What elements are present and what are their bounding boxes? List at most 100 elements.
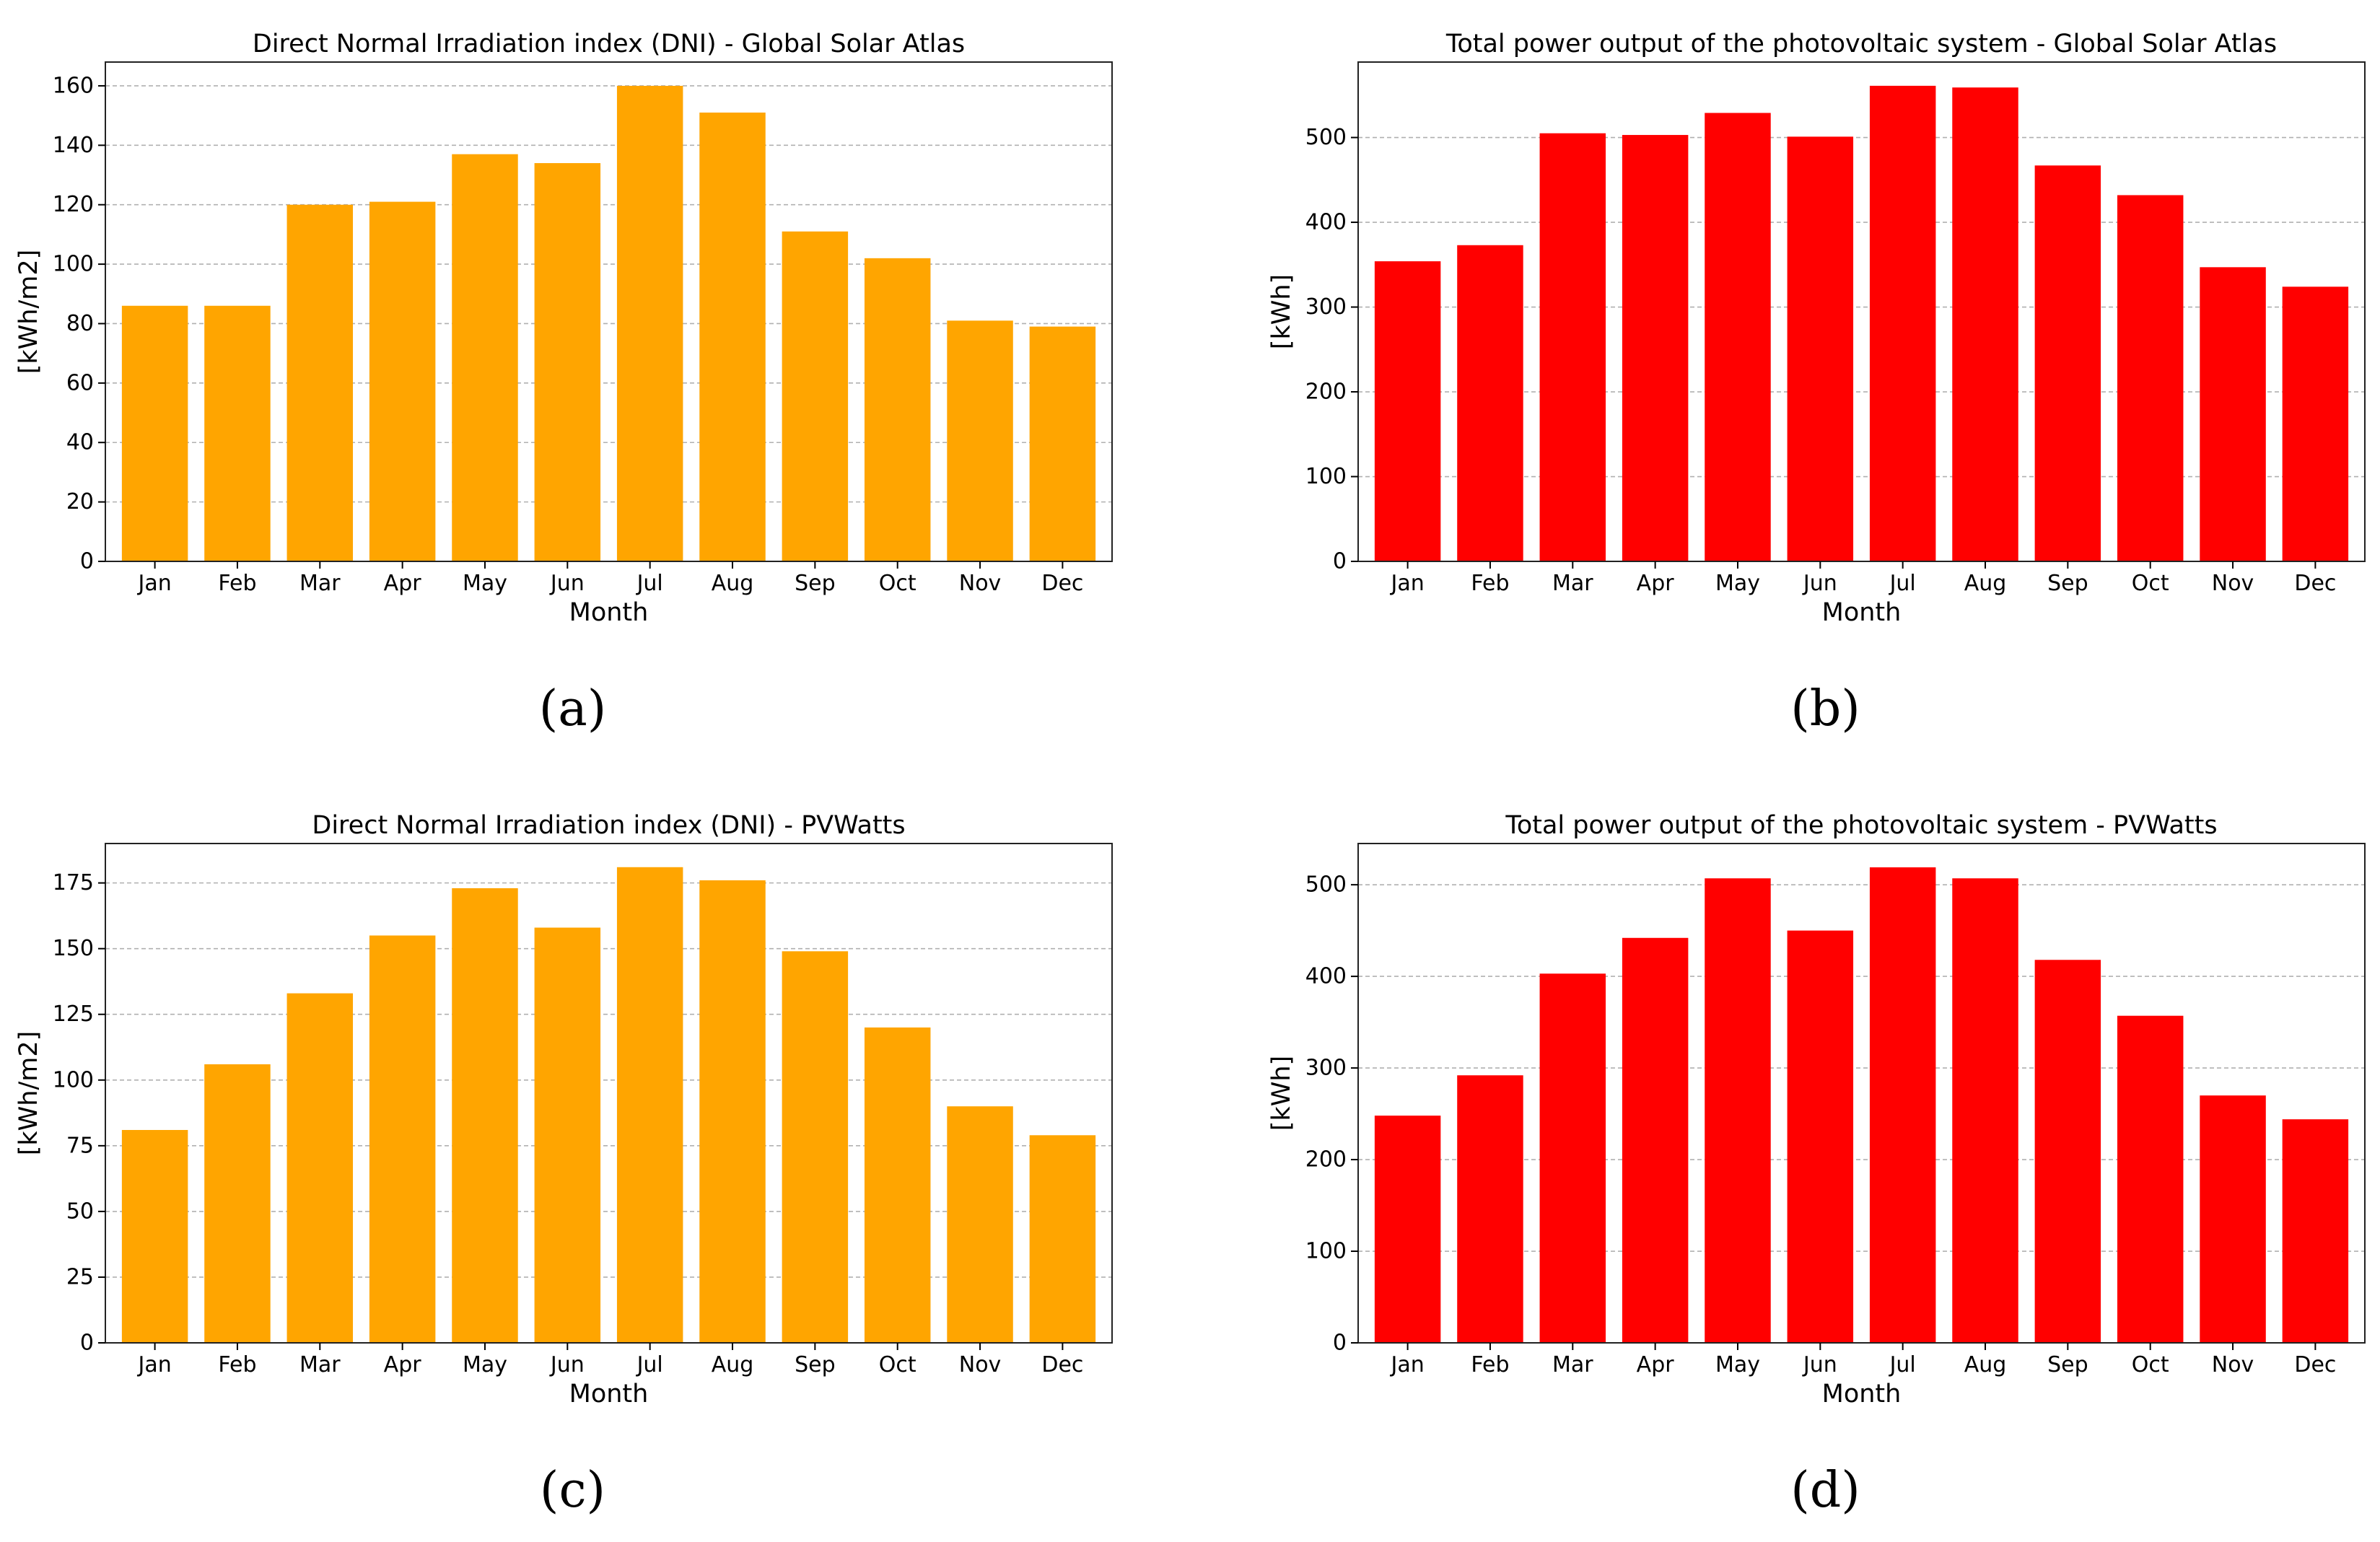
- chart-a-ytick-label: 40: [66, 430, 94, 455]
- chart-a-xtick-label-jun: Jun: [549, 571, 585, 596]
- chart-d-ylabel: [kWh]: [1267, 1056, 1296, 1131]
- chart-d-caption: (d): [1790, 1462, 1860, 1519]
- chart-d-bar-feb: [1457, 1075, 1523, 1343]
- chart-b-bar-jun: [1787, 136, 1854, 561]
- chart-a-bar-mar: [286, 204, 354, 561]
- chart-d-xtick-label-nov: Nov: [2212, 1352, 2254, 1377]
- chart-c-xtick-label-apr: Apr: [384, 1352, 422, 1377]
- chart-b-ylabel: [kWh]: [1267, 274, 1296, 349]
- chart-c-xtick-label-aug: Aug: [712, 1352, 754, 1377]
- chart-a-xtick-label-oct: Oct: [879, 571, 916, 596]
- chart-a-xtick-label-dec: Dec: [1041, 571, 1083, 596]
- chart-b-xtick-label-feb: Feb: [1471, 571, 1509, 596]
- chart-a-plot-frame: [105, 61, 1113, 562]
- chart-a-xtick-label-aug: Aug: [712, 571, 754, 596]
- chart-b-ytick-label: 200: [1305, 380, 1347, 405]
- chart-c-ytick-label: 0: [80, 1331, 94, 1356]
- chart-c-bar-jul: [616, 867, 683, 1343]
- chart-c-bar-dec: [1029, 1135, 1096, 1343]
- chart-a-bar-apr: [369, 201, 436, 561]
- chart-b-xlabel: Month: [1822, 598, 1902, 627]
- chart-c-xtick-label-may: May: [463, 1352, 507, 1377]
- chart-c-xtick-label-nov: Nov: [959, 1352, 1002, 1377]
- chart-b-ytick-label: 500: [1305, 125, 1347, 150]
- chart-b-xtick-label-jun: Jun: [1802, 571, 1837, 596]
- chart-b-plot-frame: [1357, 61, 2366, 562]
- chart-b-xtick-label-nov: Nov: [2212, 571, 2254, 596]
- chart-a-xtick-label-may: May: [463, 571, 507, 596]
- chart-c-ytick-label: 100: [53, 1067, 94, 1092]
- chart-d-ytick-label: 400: [1305, 964, 1347, 989]
- chart-d-xtick-label-sep: Sep: [2047, 1352, 2088, 1377]
- chart-d-xtick-label-aug: Aug: [1964, 1352, 2007, 1377]
- chart-a-ytick-label: 80: [66, 311, 94, 336]
- chart-a: 0 20 40 60 80 100 120 140 160 Jan Feb Mar Apr May Jun J…: [14, 30, 1113, 737]
- chart-b-bar-mar: [1539, 133, 1606, 561]
- chart-b-xtick-label-mar: Mar: [1552, 571, 1593, 596]
- chart-a-caption: (a): [539, 680, 607, 737]
- chart-c-ytick-label: 125: [53, 1002, 94, 1027]
- chart-c-xtick-label-jan: Jan: [136, 1352, 171, 1377]
- chart-b-xtick-label-jan: Jan: [1389, 571, 1424, 596]
- chart-d-ytick-label: 0: [1333, 1331, 1347, 1356]
- chart-c-xtick-label-dec: Dec: [1041, 1352, 1083, 1377]
- chart-c-xtick-label-oct: Oct: [879, 1352, 916, 1377]
- chart-c-xtick-label-mar: Mar: [299, 1352, 341, 1377]
- chart-a-bar-dec: [1029, 326, 1096, 561]
- chart-b-xtick-label-apr: Apr: [1637, 571, 1675, 596]
- chart-a-bar-aug: [699, 113, 766, 561]
- chart-a-bar-sep: [782, 231, 849, 561]
- chart-c-xtick-label-jun: Jun: [549, 1352, 585, 1377]
- chart-d-ytick-label: 500: [1305, 872, 1347, 898]
- chart-d-bar-jun: [1787, 930, 1854, 1343]
- chart-d-bar-jan: [1374, 1116, 1441, 1343]
- chart-b-bar-nov: [2200, 267, 2266, 561]
- chart-c-bar-nov: [947, 1106, 1013, 1343]
- chart-b-bar-oct: [2117, 195, 2184, 561]
- chart-a-xtick-label-jul: Jul: [636, 571, 663, 596]
- chart-a-xtick-label-feb: Feb: [218, 571, 256, 596]
- chart-c-bar-apr: [369, 935, 436, 1343]
- chart-d-bar-aug: [1952, 878, 2018, 1343]
- chart-d-bar-sep: [2034, 960, 2101, 1343]
- chart-a-bar-jan: [121, 305, 188, 561]
- chart-c-xlabel: Month: [569, 1380, 649, 1409]
- chart-c-bar-oct: [864, 1027, 931, 1343]
- chart-c-bar-sep: [782, 951, 849, 1343]
- chart-a-ytick-label: 0: [80, 549, 94, 574]
- chart-d-ytick-label: 100: [1305, 1239, 1347, 1264]
- chart-c-xtick-label-jul: Jul: [636, 1352, 663, 1377]
- chart-a-xtick-label-sep: Sep: [795, 571, 836, 596]
- chart-c-ylabel: [kWh/m2]: [14, 1031, 43, 1156]
- chart-b-bar-apr: [1622, 135, 1689, 561]
- chart-a-bar-jun: [534, 163, 601, 562]
- chart-a-bar-nov: [947, 320, 1013, 561]
- chart-d-xtick-label-jun: Jun: [1802, 1352, 1837, 1377]
- chart-a-bar-feb: [204, 305, 271, 561]
- chart-b-ytick-label: 100: [1305, 464, 1347, 489]
- chart-d-xtick-label-may: May: [1715, 1352, 1760, 1377]
- chart-a-ytick-label: 140: [53, 133, 94, 158]
- chart-a-ytick-label: 120: [53, 192, 94, 217]
- chart-d-title: Total power output of the photovoltaic s…: [1505, 811, 2217, 840]
- chart-c-ytick-label: 75: [66, 1133, 94, 1158]
- chart-d-ytick-label: 200: [1305, 1147, 1347, 1173]
- chart-c-bar-jan: [121, 1129, 188, 1343]
- chart-b-bar-sep: [2034, 165, 2101, 561]
- chart-a-ylabel: [kWh/m2]: [14, 250, 43, 374]
- chart-b-xtick-label-aug: Aug: [1964, 571, 2007, 596]
- chart-d-xtick-label-jan: Jan: [1389, 1352, 1424, 1377]
- chart-c-plot-frame: [105, 843, 1113, 1344]
- chart-b-xtick-label-may: May: [1715, 571, 1760, 596]
- chart-d-bar-oct: [2117, 1015, 2184, 1343]
- chart-b-caption: (b): [1790, 680, 1860, 737]
- chart-d-xtick-label-oct: Oct: [2132, 1352, 2169, 1377]
- chart-c-bar-mar: [286, 993, 354, 1343]
- chart-a-xtick-label-jan: Jan: [136, 571, 171, 596]
- chart-d-bar-jul: [1869, 867, 1936, 1343]
- chart-b: 0 100 200 300 400 500 Jan Feb Mar Apr May Jun Jul Aug…: [1267, 30, 2366, 737]
- chart-d-bar-dec: [2282, 1119, 2349, 1343]
- chart-c-caption: (c): [540, 1462, 605, 1519]
- chart-b-xtick-label-sep: Sep: [2047, 571, 2088, 596]
- chart-d-xtick-label-apr: Apr: [1637, 1352, 1675, 1377]
